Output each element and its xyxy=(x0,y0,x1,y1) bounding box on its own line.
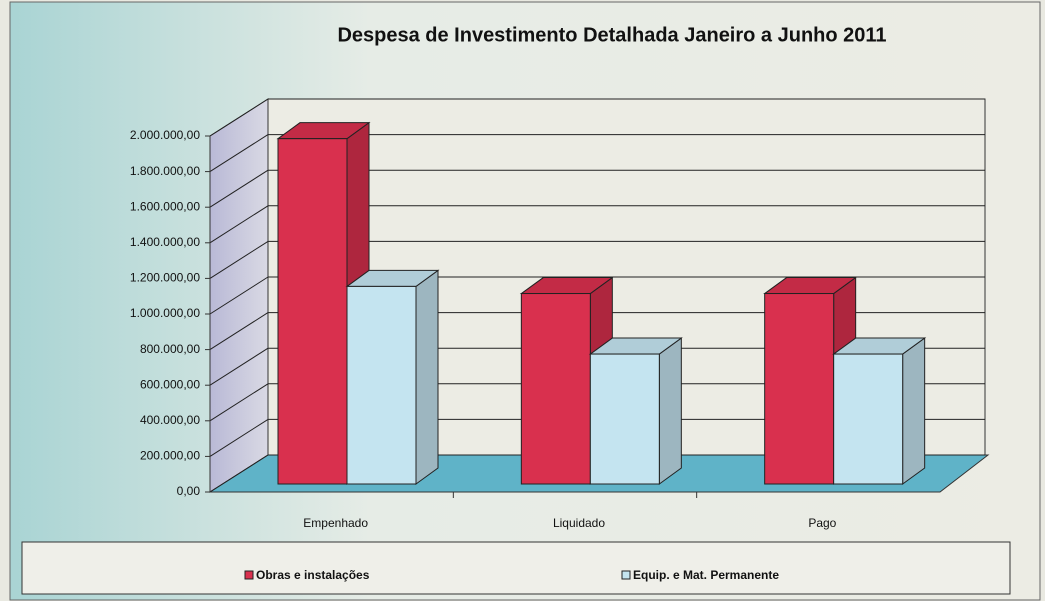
grid-line xyxy=(209,383,269,422)
y-tick-label: 1.200.000,00 xyxy=(130,271,200,285)
y-tick-label: 1.800.000,00 xyxy=(130,164,200,178)
bar xyxy=(588,337,683,485)
grid-line xyxy=(209,134,269,173)
legend-swatch xyxy=(244,570,254,580)
bar-front xyxy=(277,138,348,485)
bar-front xyxy=(520,293,591,485)
x-tick-label: Pago xyxy=(808,516,836,530)
grid-line xyxy=(209,454,269,493)
y-tick-label: 1.400.000,00 xyxy=(130,235,200,249)
chart-title: Despesa de Investimento Detalhada Janeir… xyxy=(337,24,886,46)
y-tick-label: 400.000,00 xyxy=(140,413,200,427)
grid-line xyxy=(209,240,269,279)
bar xyxy=(832,337,927,485)
grid-line xyxy=(209,276,269,315)
bar-front xyxy=(346,285,417,485)
bar-side xyxy=(902,337,926,485)
bar xyxy=(345,269,440,485)
bar-front xyxy=(589,353,660,485)
y-tick-label: 2.000.000,00 xyxy=(130,128,200,142)
bar-side xyxy=(415,269,439,485)
y-tick-label: 0,00 xyxy=(177,484,201,498)
legend-label: Obras e instalações xyxy=(256,568,370,582)
y-tick-label: 1.000.000,00 xyxy=(130,306,200,320)
plot-area: 0,00 200.000,00 400.000,00 600.000,00 800.00… xyxy=(130,98,990,530)
grid-line xyxy=(209,169,269,208)
bar xyxy=(763,276,858,485)
y-tick-label: 1.600.000,00 xyxy=(130,199,200,213)
legend-label: Equip. e Mat. Permanente xyxy=(633,568,779,582)
y-tick-label: 800.000,00 xyxy=(140,342,200,356)
bar-front xyxy=(764,293,835,485)
grid-line xyxy=(209,347,269,386)
x-tick-label: Empenhado xyxy=(303,516,368,530)
x-tick-label: Liquidado xyxy=(553,516,605,530)
grid-line xyxy=(209,98,269,137)
grid-line xyxy=(209,418,269,457)
grid-line xyxy=(209,205,269,244)
y-tick-label: 200.000,00 xyxy=(140,449,200,463)
y-tick-label: 600.000,00 xyxy=(140,377,200,391)
bar-side xyxy=(658,337,682,485)
grid-line xyxy=(209,312,269,351)
legend-swatch xyxy=(621,570,631,580)
bar-front xyxy=(833,353,904,485)
legend xyxy=(21,541,1011,595)
